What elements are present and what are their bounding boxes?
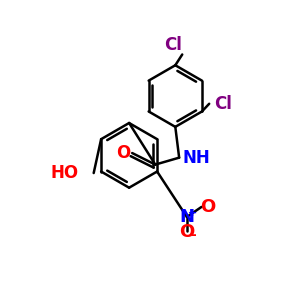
Text: HO: HO — [50, 164, 78, 182]
Text: NH: NH — [182, 149, 210, 167]
Text: O: O — [200, 198, 215, 216]
Text: Cl: Cl — [164, 36, 182, 54]
Text: O: O — [116, 144, 131, 162]
Text: +: + — [188, 208, 197, 218]
Text: O: O — [179, 223, 194, 241]
Text: Cl: Cl — [214, 95, 232, 113]
Text: N: N — [179, 208, 194, 226]
Text: -: - — [190, 228, 196, 242]
